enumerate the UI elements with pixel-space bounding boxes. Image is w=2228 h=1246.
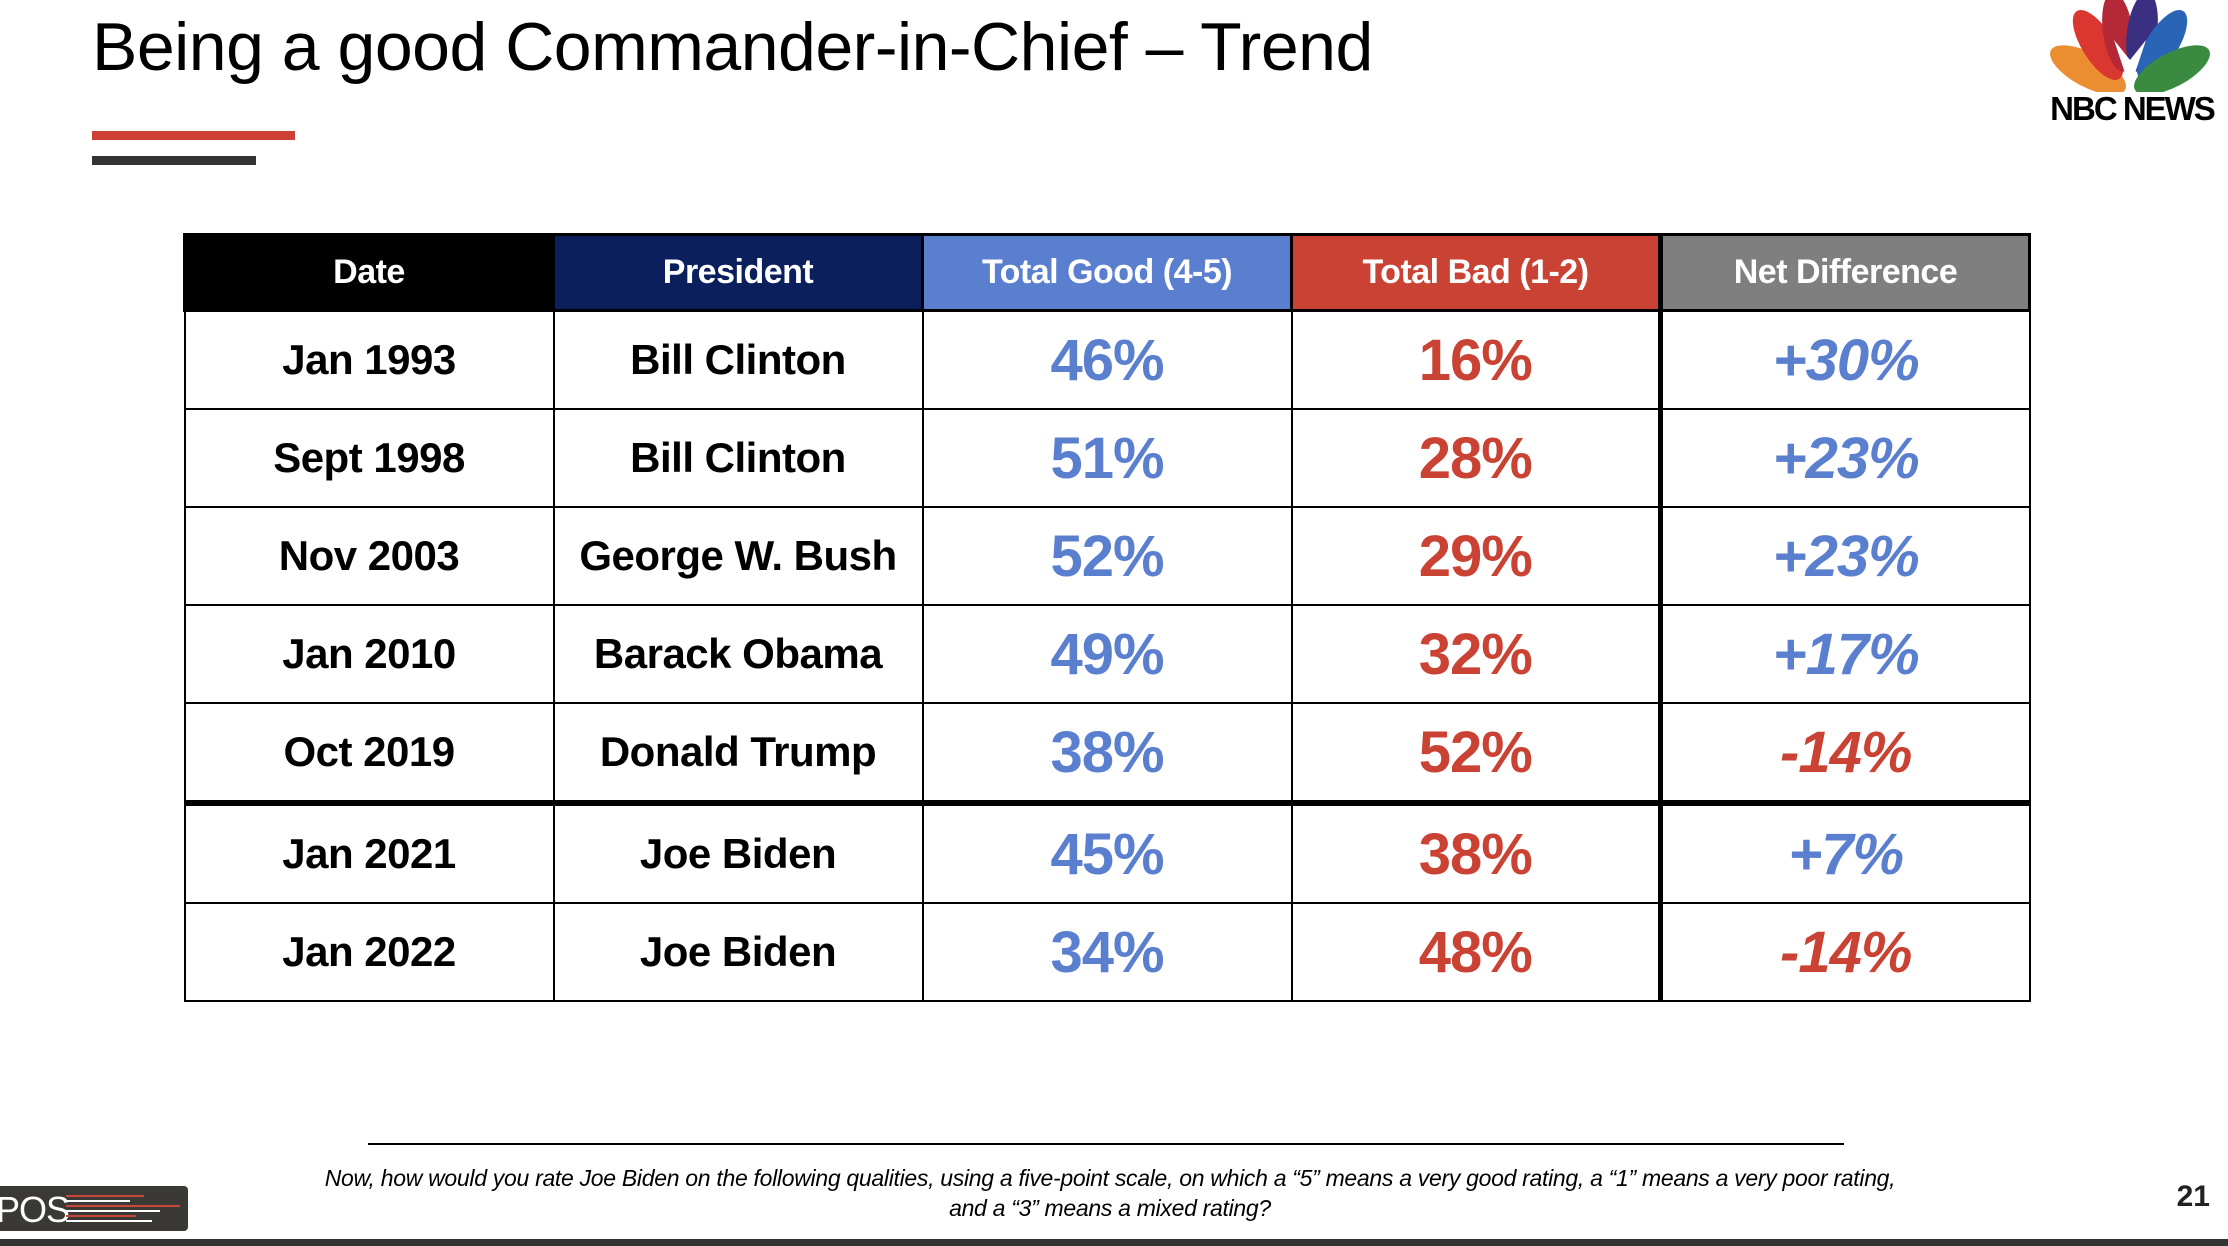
header-total-good: Total Good (4-5) — [921, 233, 1293, 312]
cell-date: Jan 2010 — [183, 604, 555, 704]
cell-president: Barack Obama — [552, 604, 924, 704]
cell-net-difference: +17% — [1658, 604, 2031, 704]
survey-question: Now, how would you rate Joe Biden on the… — [324, 1165, 1896, 1221]
cell-total-bad: 29% — [1290, 506, 1662, 606]
cell-president: Bill Clinton — [552, 408, 924, 508]
cell-total-bad: 38% — [1290, 800, 1662, 904]
cell-president: George W. Bush — [552, 506, 924, 606]
cell-date: Nov 2003 — [183, 506, 555, 606]
trend-table: Date President Total Good (4-5) Total Ba… — [183, 233, 2031, 1002]
cell-total-bad: 52% — [1290, 702, 1662, 804]
cell-net-difference: -14% — [1658, 902, 2031, 1002]
table-row: Jan 2021 Joe Biden 45% 38% +7% — [183, 800, 2031, 904]
cell-net-difference: +7% — [1658, 800, 2031, 904]
table-row: Jan 2022 Joe Biden 34% 48% -14% — [183, 902, 2031, 1002]
header-date: Date — [183, 233, 555, 312]
cell-date: Jan 2021 — [183, 800, 555, 904]
table-row: Jan 1993 Bill Clinton 46% 16% +30% — [183, 309, 2031, 410]
table-row: Jan 2010 Barack Obama 49% 32% +17% — [183, 604, 2031, 704]
table-header-row: Date President Total Good (4-5) Total Ba… — [183, 233, 2031, 312]
table-row: Sept 1998 Bill Clinton 51% 28% +23% — [183, 408, 2031, 508]
footer-divider — [368, 1143, 1844, 1145]
bottom-bar — [0, 1239, 2228, 1246]
header-net-difference: Net Difference — [1658, 233, 2031, 312]
table-row: Oct 2019 Donald Trump 38% 52% -14% — [183, 702, 2031, 804]
cell-total-good: 51% — [921, 408, 1293, 508]
nbc-news-wordmark: NBC NEWS — [2050, 90, 2216, 127]
cell-date: Jan 2022 — [183, 902, 555, 1002]
cell-net-difference: +23% — [1658, 506, 2031, 606]
table-row: Nov 2003 George W. Bush 52% 29% +23% — [183, 506, 2031, 606]
title-accent-rule-red — [92, 131, 295, 140]
pos-logo-text: POS — [0, 1189, 70, 1230]
pos-logo: POS — [0, 1186, 188, 1231]
pos-logo-icon — [66, 1195, 180, 1225]
cell-total-good: 45% — [921, 800, 1293, 904]
title-accent-rule-dark — [92, 156, 256, 165]
cell-president: Joe Biden — [552, 800, 924, 904]
cell-president: Donald Trump — [552, 702, 924, 804]
cell-date: Jan 1993 — [183, 309, 555, 410]
slide-title: Being a good Commander-in-Chief – Trend — [92, 9, 1373, 85]
cell-date: Oct 2019 — [183, 702, 555, 804]
cell-total-good: 49% — [921, 604, 1293, 704]
cell-total-good: 46% — [921, 309, 1293, 410]
nbc-news-logo — [2040, 0, 2220, 132]
header-president: President — [552, 233, 924, 312]
page-number: 21 — [2176, 1180, 2210, 1213]
cell-total-good: 52% — [921, 506, 1293, 606]
cell-president: Bill Clinton — [552, 309, 924, 410]
cell-total-bad: 48% — [1290, 902, 1662, 1002]
nbc-peacock-icon — [2050, 0, 2210, 92]
cell-total-good: 38% — [921, 702, 1293, 804]
cell-date: Sept 1998 — [183, 408, 555, 508]
cell-total-bad: 32% — [1290, 604, 1662, 704]
cell-total-bad: 28% — [1290, 408, 1662, 508]
header-total-bad: Total Bad (1-2) — [1290, 233, 1662, 312]
cell-net-difference: -14% — [1658, 702, 2031, 804]
cell-president: Joe Biden — [552, 902, 924, 1002]
cell-total-bad: 16% — [1290, 309, 1662, 410]
cell-total-good: 34% — [921, 902, 1293, 1002]
cell-net-difference: +30% — [1658, 309, 2031, 410]
cell-net-difference: +23% — [1658, 408, 2031, 508]
